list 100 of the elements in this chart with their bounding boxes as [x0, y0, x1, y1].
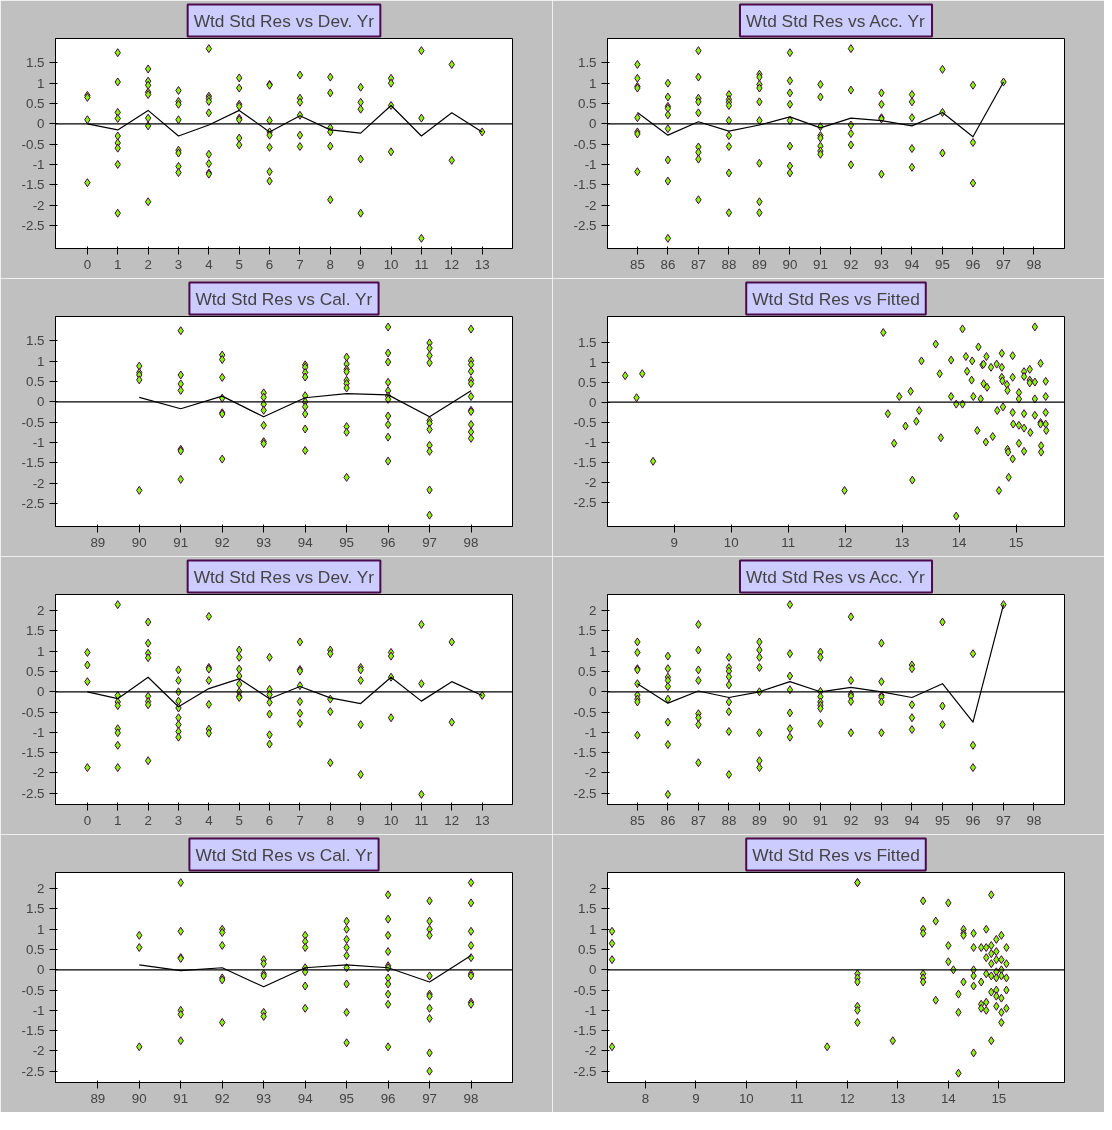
y-tick-label: -0.5 — [573, 704, 597, 720]
x-tick-label: 95 — [339, 534, 355, 550]
y-tick-label: -1 — [584, 156, 597, 172]
y-tick-label: -2 — [32, 197, 45, 213]
y-tick-label: 1 — [37, 353, 45, 369]
x-tick-label: 11 — [414, 256, 429, 272]
y-tick-label: -2 — [584, 765, 597, 781]
y-tick-label: 2 — [589, 881, 597, 897]
y-tick-label: 1 — [37, 921, 45, 937]
y-tick-label: -2 — [32, 1043, 45, 1059]
x-tick-label: 89 — [90, 1090, 106, 1106]
y-tick-label: 1.5 — [577, 334, 597, 350]
x-tick-label: 2 — [144, 812, 152, 828]
chart-title: Wtd Std Res vs Cal. Yr — [195, 288, 373, 309]
y-tick-label: 0 — [589, 684, 597, 700]
x-tick-label: 14 — [940, 1090, 957, 1106]
y-tick-label: -0.5 — [21, 704, 45, 720]
x-tick-label: 87 — [691, 256, 706, 272]
x-tick-label: 8 — [326, 256, 335, 272]
x-tick-label: 91 — [813, 812, 828, 828]
x-tick-label: 0 — [83, 812, 92, 828]
y-tick-label: 0.5 — [577, 95, 597, 111]
y-tick-label: 1 — [37, 75, 45, 91]
x-tick-label: 98 — [463, 534, 479, 550]
x-tick-label: 12 — [444, 812, 460, 828]
x-tick-label: 97 — [996, 812, 1011, 828]
y-tick-label: -1 — [584, 434, 597, 450]
x-tick-label: 0 — [83, 256, 92, 272]
x-tick-label: 10 — [383, 256, 399, 272]
y-tick-label: 0.5 — [25, 373, 45, 389]
y-tick-label: -2.5 — [21, 1063, 45, 1079]
y-tick-label: -2.5 — [573, 217, 597, 233]
y-tick-label: 0.5 — [25, 942, 45, 958]
y-tick-label: -2 — [584, 474, 597, 490]
x-tick-label: 98 — [1026, 256, 1042, 272]
x-tick-label: 86 — [660, 812, 676, 828]
x-tick-label: 98 — [463, 1090, 479, 1106]
y-tick-label: -2 — [584, 1043, 597, 1059]
y-tick-label: -2.5 — [21, 217, 45, 233]
y-tick-label: -0.5 — [573, 982, 597, 998]
x-tick-label: 9 — [356, 812, 365, 828]
x-tick-label: 5 — [235, 256, 243, 272]
x-tick-label: 97 — [422, 1090, 437, 1106]
y-tick-label: 0.5 — [25, 664, 45, 680]
x-tick-label: 94 — [904, 812, 920, 828]
chart-title: Wtd Std Res vs Acc. Yr — [745, 10, 925, 31]
y-tick-label: -2.5 — [573, 785, 597, 801]
x-tick-label: 95 — [935, 256, 950, 272]
x-tick-label: 8 — [641, 1090, 650, 1106]
x-tick-label: 11 — [781, 534, 796, 550]
x-tick-label: 15 — [991, 1090, 1007, 1106]
x-tick-label: 93 — [874, 812, 889, 828]
y-tick-label: -2.5 — [21, 785, 45, 801]
y-tick-label: -1 — [584, 1002, 597, 1018]
x-tick-label: 11 — [789, 1090, 804, 1106]
x-tick-label: 95 — [339, 1090, 355, 1106]
x-tick-label: 11 — [414, 812, 429, 828]
y-tick-label: -1 — [584, 724, 597, 740]
y-tick-label: 0 — [37, 962, 45, 978]
x-tick-label: 91 — [173, 1090, 189, 1106]
x-tick-label: 8 — [326, 812, 335, 828]
y-tick-label: 2 — [37, 603, 45, 619]
y-tick-label: 1.5 — [577, 623, 597, 639]
x-tick-label: 2 — [144, 256, 152, 272]
y-tick-label: -0.5 — [573, 136, 597, 152]
x-tick-label: 13 — [890, 1090, 906, 1106]
x-tick-label: 5 — [235, 812, 243, 828]
chart-title: Wtd Std Res vs Acc. Yr — [745, 566, 925, 587]
x-tick-label: 97 — [996, 256, 1011, 272]
x-tick-label: 3 — [174, 256, 183, 272]
y-tick-label: -2 — [584, 197, 597, 213]
x-tick-label: 92 — [214, 1090, 230, 1106]
x-tick-label: 85 — [629, 812, 645, 828]
x-tick-label: 12 — [444, 256, 460, 272]
y-tick-label: -1 — [32, 1002, 45, 1018]
x-tick-label: 85 — [629, 256, 645, 272]
y-tick-label: 1 — [589, 354, 597, 370]
y-tick-label: -1 — [32, 156, 45, 172]
x-tick-label: 98 — [1026, 812, 1042, 828]
y-tick-label: 0 — [589, 116, 597, 132]
x-tick-label: 13 — [474, 812, 490, 828]
y-tick-label: -2 — [32, 765, 45, 781]
x-tick-label: 12 — [839, 1090, 855, 1106]
y-tick-label: 1.5 — [577, 55, 597, 71]
x-tick-label: 94 — [904, 256, 920, 272]
y-tick-label: -1.5 — [573, 177, 597, 193]
x-tick-label: 90 — [131, 1090, 147, 1106]
x-tick-label: 1 — [114, 256, 122, 272]
y-tick-label: 1 — [589, 75, 597, 91]
y-tick-label: 0.5 — [577, 664, 597, 680]
x-tick-label: 86 — [660, 256, 676, 272]
x-tick-label: 89 — [90, 534, 106, 550]
y-tick-label: -1.5 — [573, 745, 597, 761]
x-tick-label: 7 — [296, 812, 304, 828]
x-tick-label: 92 — [843, 256, 859, 272]
x-tick-label: 12 — [837, 534, 853, 550]
x-tick-label: 93 — [256, 534, 272, 550]
y-tick-label: -0.5 — [21, 136, 45, 152]
x-tick-label: 93 — [874, 256, 889, 272]
y-tick-label: 0 — [37, 394, 45, 410]
